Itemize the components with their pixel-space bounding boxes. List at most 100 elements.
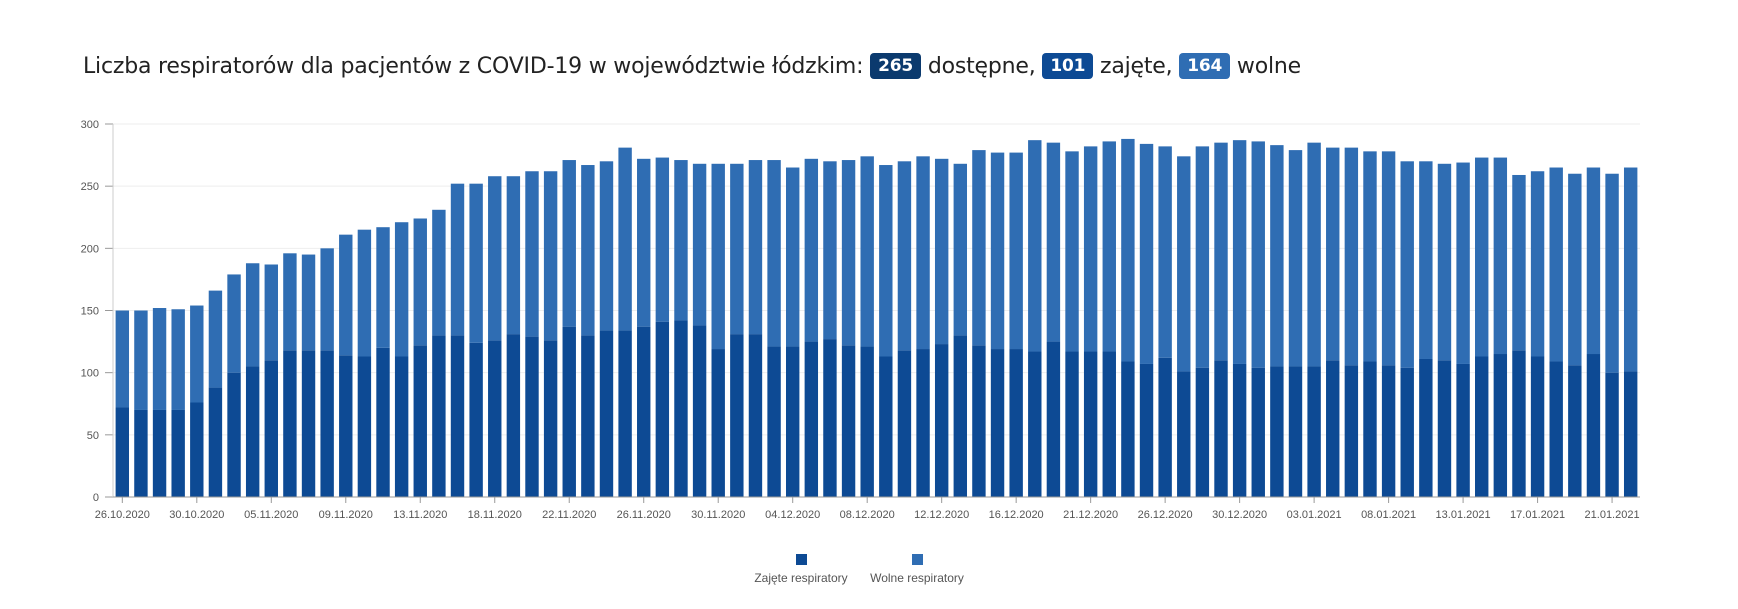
bar-occupied[interactable] [339,355,353,497]
bar-free[interactable] [1623,167,1638,372]
bar-free[interactable] [1065,151,1079,352]
bar-occupied[interactable] [990,349,1005,497]
bar-occupied[interactable] [1344,365,1359,497]
bar-free[interactable] [618,147,632,331]
bar-occupied[interactable] [711,349,725,497]
bar-free[interactable] [860,156,874,347]
bar-occupied[interactable] [1623,371,1638,497]
bar-occupied[interactable] [618,330,632,497]
bar-occupied[interactable] [1326,360,1340,497]
bar-free[interactable] [1102,141,1116,352]
bar-occupied[interactable] [730,334,744,497]
bar-free[interactable] [562,160,576,327]
bar-occupied[interactable] [245,366,260,497]
bar-occupied[interactable] [1028,351,1042,497]
legend-swatch-occupied[interactable] [796,554,807,565]
bar-free[interactable] [1046,142,1061,342]
bar-free[interactable] [599,161,614,331]
bar-free[interactable] [190,305,204,403]
bar-free[interactable] [1530,171,1545,357]
bar-occupied[interactable] [301,350,316,497]
bar-occupied[interactable] [1121,361,1135,497]
bar-free[interactable] [916,156,930,350]
bar-free[interactable] [1028,140,1042,352]
bar-free[interactable] [1344,147,1359,366]
bar-occupied[interactable] [1568,365,1582,497]
bar-occupied[interactable] [320,350,334,497]
bar-occupied[interactable] [1456,363,1470,497]
bar-free[interactable] [339,234,353,356]
bar-free[interactable] [115,310,130,408]
bar-free[interactable] [152,308,167,410]
bar-free[interactable] [1568,173,1582,366]
bar-free[interactable] [823,161,837,340]
bar-free[interactable] [1400,161,1414,368]
bar-free[interactable] [972,150,986,346]
bar-occupied[interactable] [1214,360,1228,497]
bar-free[interactable] [748,160,763,335]
bar-free[interactable] [1158,146,1172,358]
bar-free[interactable] [1326,147,1340,361]
bar-occupied[interactable] [1307,366,1321,497]
bar-free[interactable] [171,309,185,410]
bar-occupied[interactable] [525,336,539,497]
bar-free[interactable] [208,290,223,388]
bar-occupied[interactable] [488,340,502,497]
bar-occupied[interactable] [208,387,223,497]
bar-free[interactable] [1549,167,1563,362]
bar-occupied[interactable] [1083,351,1098,497]
bar-occupied[interactable] [879,356,893,497]
bar-occupied[interactable] [767,346,781,497]
bar-free[interactable] [1381,151,1396,366]
bar-free[interactable] [1195,146,1210,368]
bar-free[interactable] [1177,156,1191,372]
bar-free[interactable] [990,152,1005,350]
bar-occupied[interactable] [506,334,521,497]
bar-occupied[interactable] [1139,363,1154,497]
bar-occupied[interactable] [134,409,148,497]
bar-occupied[interactable] [804,341,819,497]
bar-occupied[interactable] [1475,356,1489,497]
bar-occupied[interactable] [1586,354,1601,497]
bar-occupied[interactable] [1270,366,1284,497]
bar-occupied[interactable] [655,321,670,497]
bar-occupied[interactable] [450,335,465,497]
bar-free[interactable] [1512,174,1526,351]
bar-occupied[interactable] [823,339,837,497]
bar-free[interactable] [730,163,744,335]
bar-free[interactable] [1475,157,1489,357]
bar-occupied[interactable] [152,409,167,497]
bar-occupied[interactable] [748,334,763,497]
bar-occupied[interactable] [581,335,595,497]
bar-occupied[interactable] [674,320,688,497]
bar-occupied[interactable] [841,345,856,497]
bar-free[interactable] [469,183,483,343]
bar-occupied[interactable] [376,347,390,497]
bar-free[interactable] [692,163,707,326]
bar-free[interactable] [879,165,893,357]
bar-free[interactable] [1214,142,1228,361]
bar-free[interactable] [488,176,502,341]
bar-free[interactable] [1251,141,1265,368]
bar-occupied[interactable] [469,342,483,497]
bar-occupied[interactable] [1177,371,1191,497]
bar-occupied[interactable] [1419,358,1433,497]
bar-free[interactable] [413,218,427,346]
bar-free[interactable] [674,160,688,321]
bar-free[interactable] [655,157,670,322]
bar-occupied[interactable] [1046,341,1061,497]
bar-occupied[interactable] [283,350,297,497]
bar-occupied[interactable] [599,330,614,497]
bar-occupied[interactable] [432,335,446,497]
bar-occupied[interactable] [1549,361,1563,497]
bar-free[interactable] [804,158,819,342]
bar-free[interactable] [264,264,278,361]
bar-occupied[interactable] [1232,363,1247,497]
bar-free[interactable] [357,229,372,357]
bar-free[interactable] [785,167,800,347]
bar-free[interactable] [637,158,651,327]
bar-free[interactable] [1083,146,1098,352]
bar-free[interactable] [711,163,725,350]
bar-occupied[interactable] [692,325,707,497]
bar-free[interactable] [841,160,856,346]
